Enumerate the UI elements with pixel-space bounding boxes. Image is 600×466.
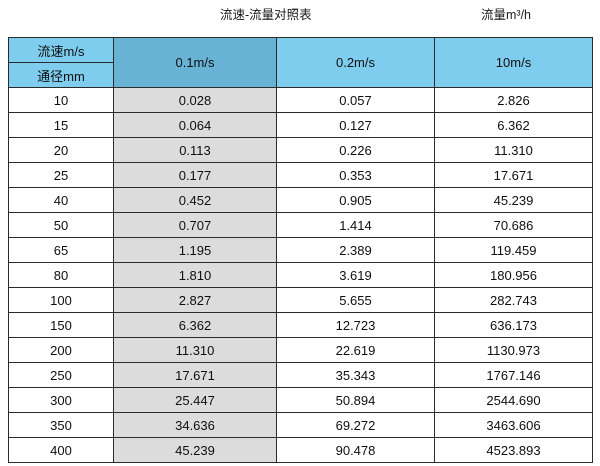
column-header-2: 10m/s [434, 37, 593, 88]
cell-value-0.2ms: 3.619 [276, 262, 435, 288]
flow-unit-label: 流量m³/h [481, 8, 532, 22]
cell-value-0.2ms: 0.226 [276, 137, 435, 163]
cell-value-10ms: 282.743 [434, 287, 593, 313]
cell-value-10ms: 4523.893 [434, 437, 593, 463]
cell-value-0.2ms: 1.414 [276, 212, 435, 238]
table-row: 350 34.636 69.272 3463.606 [8, 412, 593, 438]
cell-dn: 15 [8, 112, 114, 138]
table-row: 25 0.177 0.353 17.671 [8, 162, 593, 188]
cell-value-0.1ms: 0.113 [113, 137, 277, 163]
cell-dn: 300 [8, 387, 114, 413]
cell-value-0.2ms: 0.905 [276, 187, 435, 213]
cell-dn: 200 [8, 337, 114, 363]
header-row-bottom: 通径mm [8, 62, 593, 88]
caption-row: 流速-流量对照表 流量m³/h [0, 7, 600, 29]
flow-velocity-table: 流速m/s 0.1m/s 0.2m/s 10m/s 通径mm 10 0.028 … [8, 37, 593, 463]
table-row: 15 0.064 0.127 6.362 [8, 112, 593, 138]
column-header-0: 0.1m/s [113, 37, 277, 88]
cell-value-0.1ms: 1.810 [113, 262, 277, 288]
cell-value-10ms: 70.686 [434, 212, 593, 238]
cell-dn: 25 [8, 162, 114, 188]
table-row: 10 0.028 0.057 2.826 [8, 87, 593, 113]
cell-value-0.2ms: 0.127 [276, 112, 435, 138]
cell-dn: 100 [8, 287, 114, 313]
cell-value-10ms: 45.239 [434, 187, 593, 213]
table-row: 80 1.810 3.619 180.956 [8, 262, 593, 288]
flow-table-container: 流速m/s 0.1m/s 0.2m/s 10m/s 通径mm 10 0.028 … [8, 37, 593, 463]
table-row: 300 25.447 50.894 2544.690 [8, 387, 593, 413]
table-row: 150 6.362 12.723 636.173 [8, 312, 593, 338]
cell-value-0.1ms: 0.707 [113, 212, 277, 238]
cell-value-0.1ms: 17.671 [113, 362, 277, 388]
cell-value-10ms: 180.956 [434, 262, 593, 288]
cell-value-10ms: 11.310 [434, 137, 593, 163]
table-row: 250 17.671 35.343 1767.146 [8, 362, 593, 388]
cell-value-10ms: 636.173 [434, 312, 593, 338]
cell-value-10ms: 17.671 [434, 162, 593, 188]
cell-value-10ms: 3463.606 [434, 412, 593, 438]
cell-value-0.2ms: 5.655 [276, 287, 435, 313]
cell-value-0.1ms: 0.177 [113, 162, 277, 188]
table-row: 50 0.707 1.414 70.686 [8, 212, 593, 238]
cell-value-0.1ms: 11.310 [113, 337, 277, 363]
cell-value-0.2ms: 0.057 [276, 87, 435, 113]
table-row: 20 0.113 0.226 11.310 [8, 137, 593, 163]
cell-value-10ms: 119.459 [434, 237, 593, 263]
cell-value-0.2ms: 0.353 [276, 162, 435, 188]
cell-value-10ms: 1767.146 [434, 362, 593, 388]
cell-value-10ms: 1130.973 [434, 337, 593, 363]
cell-value-0.1ms: 25.447 [113, 387, 277, 413]
cell-value-0.1ms: 2.827 [113, 287, 277, 313]
cell-dn: 350 [8, 412, 114, 438]
table-body: 流速m/s 0.1m/s 0.2m/s 10m/s 通径mm 10 0.028 … [8, 37, 593, 463]
cell-value-0.1ms: 6.362 [113, 312, 277, 338]
cell-value-0.1ms: 45.239 [113, 437, 277, 463]
cell-dn: 400 [8, 437, 114, 463]
table-row: 100 2.827 5.655 282.743 [8, 287, 593, 313]
cell-value-10ms: 2544.690 [434, 387, 593, 413]
column-header-1: 0.2m/s [276, 37, 435, 88]
cell-dn: 150 [8, 312, 114, 338]
cell-value-10ms: 6.362 [434, 112, 593, 138]
cell-value-0.2ms: 2.389 [276, 237, 435, 263]
table-row: 40 0.452 0.905 45.239 [8, 187, 593, 213]
cell-dn: 80 [8, 262, 114, 288]
table-row: 400 45.239 90.478 4523.893 [8, 437, 593, 463]
cell-value-0.2ms: 12.723 [276, 312, 435, 338]
cell-value-0.1ms: 1.195 [113, 237, 277, 263]
cell-dn: 65 [8, 237, 114, 263]
header-row-top: 流速m/s 0.1m/s 0.2m/s 10m/s [8, 37, 593, 88]
table-row: 200 11.310 22.619 1130.973 [8, 337, 593, 363]
cell-dn: 40 [8, 187, 114, 213]
corner-header-diameter-label: 通径mm [8, 62, 114, 88]
cell-dn: 20 [8, 137, 114, 163]
cell-dn: 250 [8, 362, 114, 388]
cell-value-0.2ms: 35.343 [276, 362, 435, 388]
cell-value-0.2ms: 90.478 [276, 437, 435, 463]
cell-dn: 10 [8, 87, 114, 113]
cell-value-0.1ms: 0.028 [113, 87, 277, 113]
corner-header-velocity-label: 流速m/s [8, 37, 114, 63]
cell-value-0.2ms: 69.272 [276, 412, 435, 438]
cell-value-0.2ms: 50.894 [276, 387, 435, 413]
cell-value-10ms: 2.826 [434, 87, 593, 113]
table-row: 65 1.195 2.389 119.459 [8, 237, 593, 263]
cell-value-0.1ms: 34.636 [113, 412, 277, 438]
cell-dn: 50 [8, 212, 114, 238]
page-title: 流速-流量对照表 [220, 8, 312, 22]
cell-value-0.1ms: 0.452 [113, 187, 277, 213]
cell-value-0.2ms: 22.619 [276, 337, 435, 363]
cell-value-0.1ms: 0.064 [113, 112, 277, 138]
